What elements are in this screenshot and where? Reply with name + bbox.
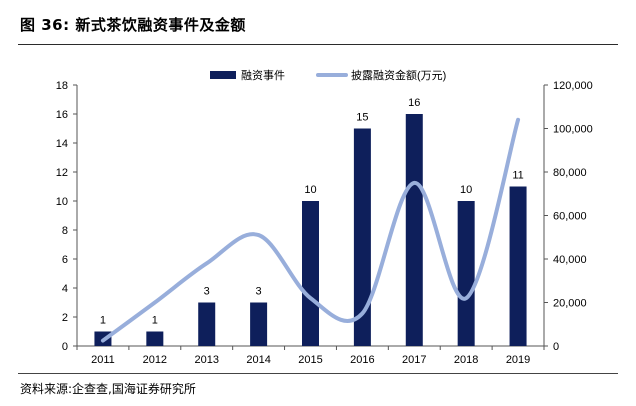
left-tick-label: 14: [56, 138, 68, 150]
bar: [198, 302, 216, 346]
right-tick-label: 60,000: [553, 211, 587, 223]
x-tick-label: 2019: [506, 354, 530, 366]
x-tick-label: 2012: [143, 354, 167, 366]
chart-axes: 0 2 4 6 8 10 12 14 16 18 0 20,000 40,000 60,000 80,000…: [56, 80, 593, 366]
right-tick-label: 40,000: [553, 254, 587, 266]
x-tick-label: 2016: [350, 354, 374, 366]
bar-data-label: 10: [460, 184, 472, 196]
bar: [146, 331, 164, 346]
bar-data-label: 3: [256, 286, 262, 298]
x-tick-label: 2017: [402, 354, 426, 366]
bar-data-label: 15: [356, 112, 368, 124]
bar: [457, 201, 475, 346]
left-tick-label: 0: [62, 341, 68, 353]
bar-data-label: 11: [512, 170, 523, 182]
source-rule: [18, 373, 618, 374]
bar: [509, 186, 527, 346]
left-tick-label: 12: [56, 167, 68, 179]
legend-label-bar: 融资事件: [241, 69, 285, 82]
figure-title: 图 36: 新式茶饮融资事件及金额: [20, 16, 246, 34]
left-tick-label: 8: [62, 225, 68, 237]
x-tick-label: 2014: [246, 354, 270, 366]
legend-swatch-bar: [210, 71, 236, 79]
right-tick-label: 20,000: [553, 298, 587, 310]
left-tick-label: 2: [62, 312, 68, 324]
bar-data-label: 3: [204, 286, 210, 298]
left-tick-label: 16: [56, 109, 68, 121]
legend-label-line: 披露融资金额(万元): [351, 68, 446, 82]
right-tick-label: 120,000: [553, 80, 593, 92]
x-tick-label: 2018: [454, 354, 478, 366]
right-tick-label: 100,000: [553, 124, 593, 136]
right-tick-label: 80,000: [553, 167, 587, 179]
title-rule: [18, 44, 618, 45]
x-tick-label: 2013: [194, 354, 218, 366]
bar-data-label: 1: [152, 315, 158, 327]
left-tick-label: 4: [62, 283, 68, 295]
x-tick-label: 2011: [91, 354, 115, 366]
bar-series: [94, 114, 527, 346]
left-tick-label: 18: [56, 80, 68, 92]
bar-data-label: 1: [100, 315, 106, 327]
right-tick-label: 0: [553, 341, 559, 353]
left-tick-label: 10: [56, 196, 68, 208]
bar: [302, 201, 319, 346]
bar: [405, 114, 423, 346]
left-tick-label: 6: [62, 254, 68, 266]
bar: [250, 302, 268, 346]
bar-data-label: 16: [408, 97, 420, 109]
bar: [353, 128, 371, 346]
x-tick-label: 2015: [298, 354, 322, 366]
source-note: 资料来源:企查查,国海证券研究所: [20, 382, 196, 396]
line-series: [100, 117, 521, 343]
legend: 融资事件 披露融资金额(万元): [210, 68, 446, 82]
line-series-path: [100, 117, 521, 343]
bar-data-label: 10: [304, 184, 316, 196]
